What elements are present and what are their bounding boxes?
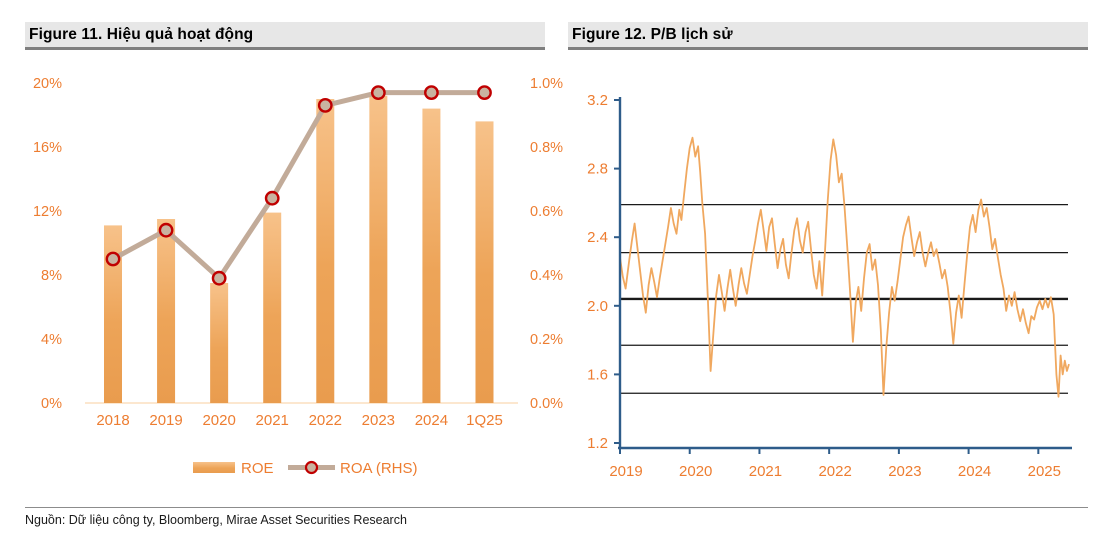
roa-marker [105,251,121,267]
figure12-header: Figure 12. P/B lịch sử [568,22,1088,50]
fig11-right-tick: 0.6% [530,204,563,220]
roe-bar [475,121,494,404]
roe-bar [369,95,388,404]
fig11-category-label: 2020 [202,412,235,429]
fig11-right-tick: 1.0% [530,76,563,92]
fig12-x-tick-label: 2024 [958,463,991,480]
fig11-right-tick: 0.4% [530,268,563,284]
roa-marker [477,85,492,101]
fig12-x-tick-label: 2019 [609,463,642,480]
source-divider [25,507,1088,508]
roa-marker [370,85,386,101]
roe-roa-chart: 0% 4% 8% 12% 16% 20% 0.0% 0.2% 0.4% 0.6% 0.8% 1.0% 2… [33,76,563,477]
fig12-y-tick-label: 1.2 [587,435,608,452]
roa-line [111,90,485,281]
roa-markers [105,85,492,286]
roa-marker [264,190,280,206]
fig11-right-tick: 0.2% [530,332,563,348]
legend-roa-label: ROA (RHS) [340,460,418,477]
fig11-category-label: 1Q25 [466,412,503,429]
fig11-category-label: 2023 [362,412,395,429]
fig11-left-tick: 20% [33,76,62,92]
fig12-x-tick-label: 2021 [749,463,782,480]
roe-bar [104,225,122,403]
roa-marker [158,222,174,238]
roe-bar [316,99,335,403]
fig11-category-labels: 2018 2019 2020 2021 2022 2023 2024 1Q25 [96,412,503,429]
fig11-right-axis-labels: 0.0% 0.2% 0.4% 0.6% 0.8% 1.0% [530,76,563,412]
fig12-x-tick-label: 2025 [1028,463,1061,480]
legend-roa-marker [304,460,319,475]
fig12-x-tick-label: 2020 [679,463,712,480]
fig11-left-tick: 0% [41,396,62,412]
roe-bar [422,108,441,403]
roe-bar [210,283,229,403]
fig11-category-label: 2024 [415,412,448,429]
fig11-legend: ROE ROA (RHS) [193,460,418,477]
fig11-category-label: 2021 [256,412,289,429]
pb-line [619,136,1070,398]
roe-bar [263,212,282,403]
roa-marker [211,270,227,286]
fig12-y-tick-label: 3.2 [587,92,608,109]
fig11-left-tick: 12% [33,204,62,220]
roe-bar [157,219,176,403]
fig12-y-tick-label: 2.4 [587,229,608,246]
fig11-right-tick: 0.0% [530,396,563,412]
fig12-x-tick-label: 2022 [818,463,851,480]
figure11-title: Figure 11. Hiệu quả hoạt động [29,26,254,43]
fig12-y-tick-label: 2.8 [587,161,608,178]
roa-marker [424,85,439,101]
pb-reference-lines [620,203,1068,394]
fig11-category-label: 2019 [149,412,182,429]
fig11-left-tick: 4% [41,332,62,348]
fig12-y-tick-label: 1.6 [587,366,608,383]
roa-marker [317,98,333,113]
source-note: Nguồn: Dữ liệu công ty, Bloomberg, Mirae… [25,513,407,527]
figure12-title: Figure 12. P/B lịch sử [572,26,733,43]
legend-roe-label: ROE [241,460,274,477]
fig11-left-tick: 8% [41,268,62,284]
fig11-right-tick: 0.8% [530,140,563,156]
fig12-x-axis-labels: 2019 2020 2021 2022 2023 2024 2025 [609,448,1061,480]
fig11-category-label: 2018 [96,412,129,429]
fig12-x-tick-label: 2023 [888,463,921,480]
figure11-header: Figure 11. Hiệu quả hoạt động [25,22,545,50]
fig11-left-tick: 16% [33,140,62,156]
roe-bars [104,95,494,404]
legend-roe-swatch [193,462,235,473]
fig11-category-label: 2022 [309,412,342,429]
fig12-y-axis-labels: 3.2 2.8 2.4 2.0 1.6 1.2 [587,92,620,452]
fig12-y-tick-label: 2.0 [587,298,608,315]
fig11-left-axis-labels: 0% 4% 8% 12% 16% 20% [33,76,62,412]
